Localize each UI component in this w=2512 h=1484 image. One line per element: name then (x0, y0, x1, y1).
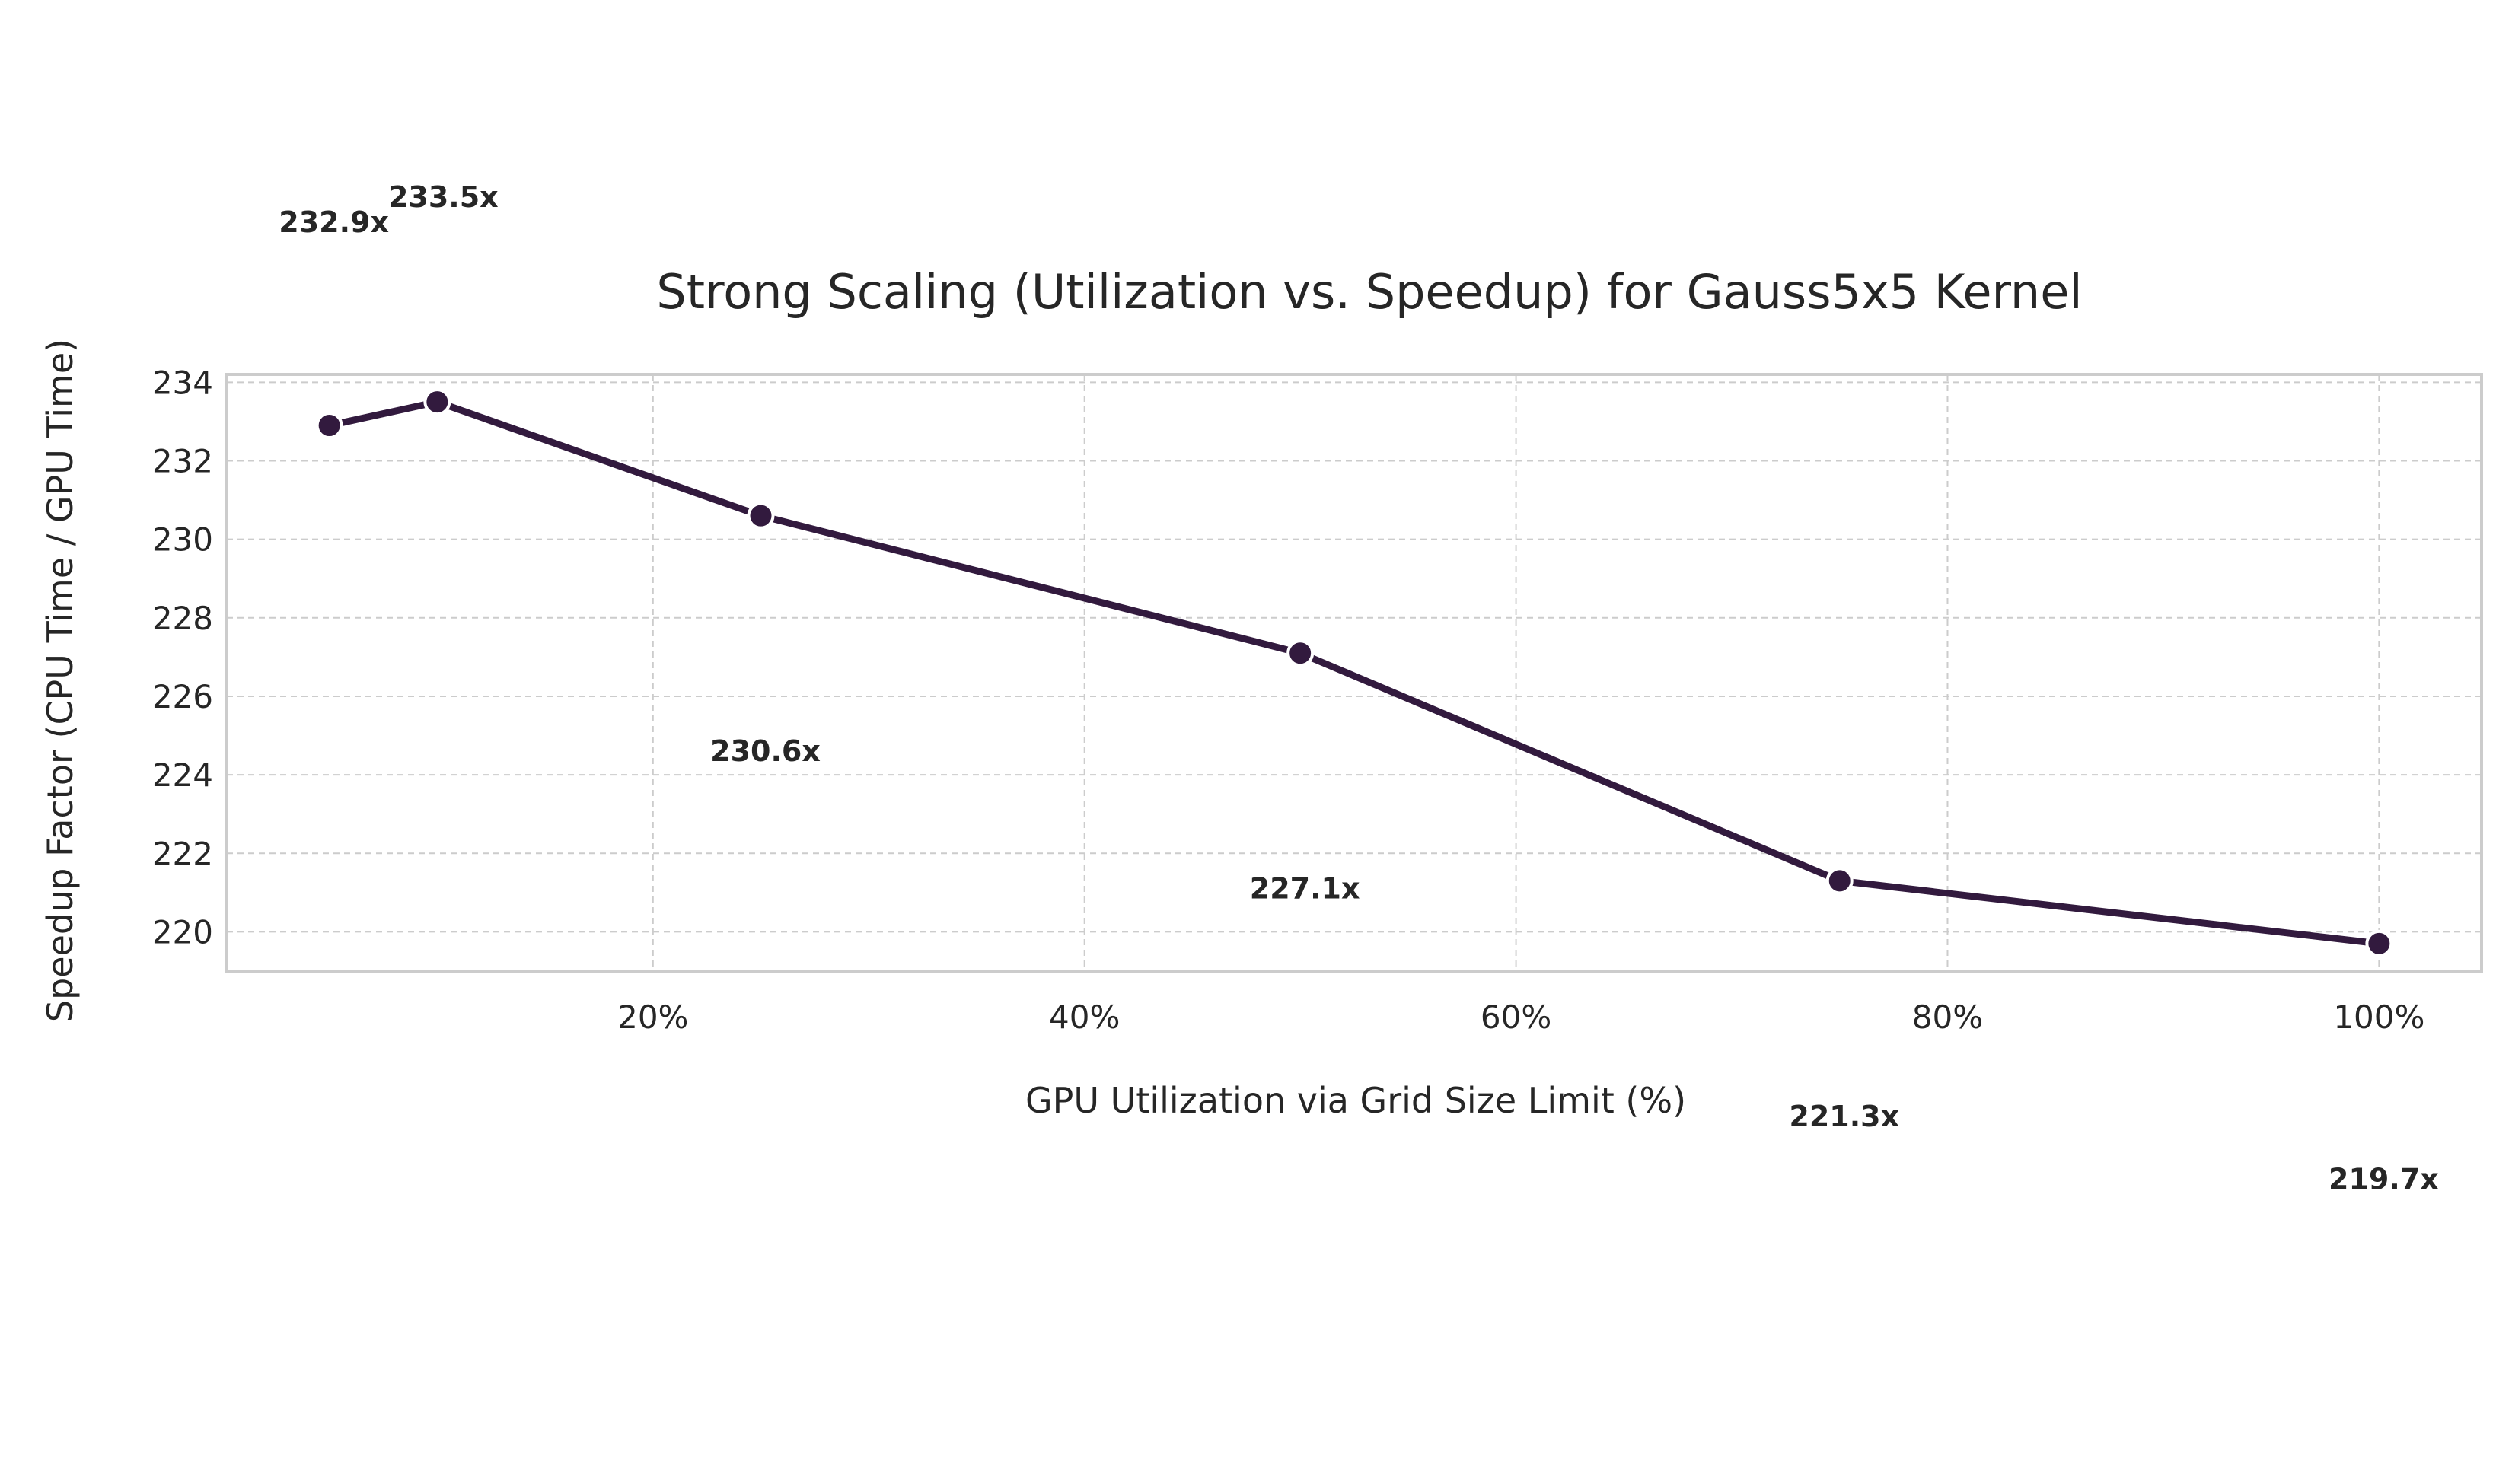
data-point (423, 388, 451, 416)
data-label: 221.3x (1789, 1100, 1899, 1133)
ticks: 20% 40% 60% 80% 100% 220 222 224 226 228 230 232 234 (152, 364, 2425, 1036)
x-tick-label: 80% (1912, 998, 1983, 1036)
y-tick-label: 232 (152, 442, 213, 479)
data-point (747, 502, 775, 530)
grid (227, 374, 2482, 971)
y-tick-label: 224 (152, 756, 213, 794)
y-axis-label: Speedup Factor (CPU Time / GPU Time) (40, 339, 81, 1022)
y-tick-label: 228 (152, 600, 213, 637)
data-label: 232.9x (279, 205, 389, 239)
data-point (2365, 929, 2393, 957)
x-tick-label: 100% (2333, 998, 2424, 1036)
data-label: 233.5x (388, 180, 499, 214)
x-tick-label: 60% (1481, 998, 1551, 1036)
y-tick-label: 226 (152, 678, 213, 715)
data-point (1825, 867, 1854, 895)
data-point (1286, 639, 1315, 667)
y-tick-label: 222 (152, 835, 213, 872)
series-line (326, 398, 2383, 947)
x-tick-label: 40% (1049, 998, 1120, 1036)
x-tick-label: 20% (617, 998, 688, 1036)
plot-frame (225, 373, 2483, 973)
y-tick-label: 220 (152, 913, 213, 951)
y-tick-label: 230 (152, 521, 213, 559)
series-layer (315, 388, 2393, 957)
data-label: 227.1x (1250, 872, 1360, 906)
data-point (315, 412, 343, 440)
y-tick-label: 234 (152, 364, 213, 401)
x-axis-label: GPU Utilization via Grid Size Limit (%) (1025, 1080, 1686, 1121)
chart-title: Strong Scaling (Utilization vs. Speedup)… (656, 264, 2082, 320)
data-label: 219.7x (2329, 1162, 2439, 1196)
data-label: 230.6x (710, 734, 821, 768)
